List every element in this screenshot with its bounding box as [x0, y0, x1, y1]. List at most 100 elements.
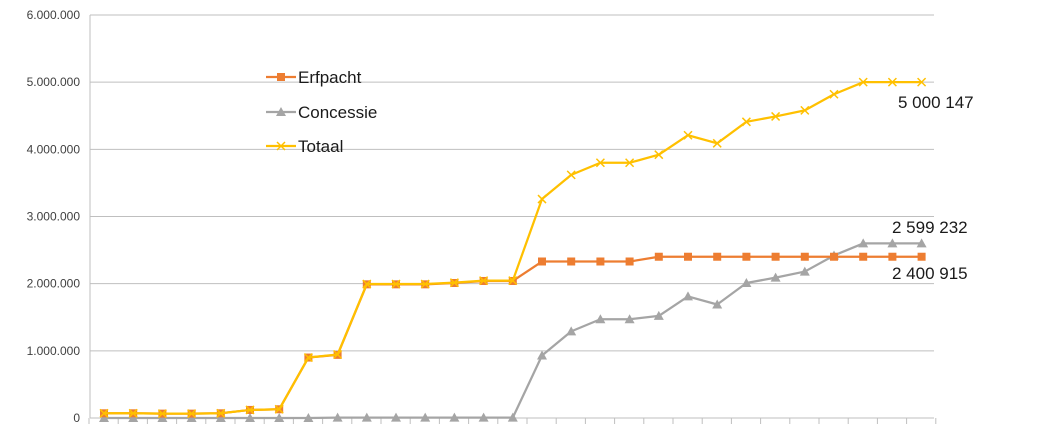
series-line	[104, 242, 922, 420]
legend: Erfpacht Concessie Totaal	[266, 68, 377, 156]
marker-x-stroke	[99, 408, 109, 418]
marker-x	[654, 150, 664, 160]
marker-x-stroke	[741, 117, 751, 127]
marker-triangle	[478, 412, 489, 422]
marker-x-stroke	[771, 111, 781, 121]
marker-triangle	[741, 277, 752, 287]
marker-x	[479, 276, 489, 286]
marker-x-stroke	[245, 405, 255, 415]
marker-x-stroke	[391, 279, 401, 289]
marker-x	[771, 111, 781, 121]
marker-triangle	[128, 413, 139, 422]
marker-x-stroke	[420, 279, 430, 289]
marker-square	[713, 252, 722, 261]
marker-triangle	[653, 310, 664, 320]
marker-x-stroke	[449, 278, 459, 288]
annotations: 5 000 147 2 599 232 2 400 915	[892, 93, 974, 283]
marker-square	[596, 257, 605, 266]
marker-x-stroke	[508, 276, 518, 286]
marker-x-stroke	[887, 77, 897, 87]
legend-item-concessie: Concessie	[266, 103, 377, 122]
y-tick-label: 0	[73, 411, 80, 425]
marker-x-stroke	[537, 194, 547, 204]
marker-triangle	[420, 412, 431, 422]
marker-x	[887, 77, 897, 87]
marker-x	[800, 105, 810, 115]
marker-x	[99, 408, 109, 418]
marker-square	[654, 252, 663, 261]
marker-x-stroke	[829, 89, 839, 99]
marker-x	[449, 278, 459, 288]
marker-x	[712, 138, 722, 148]
marker-square	[684, 252, 692, 261]
marker-triangle	[887, 238, 898, 248]
plot-area	[99, 77, 927, 422]
marker-square	[625, 257, 634, 266]
marker-x	[508, 276, 518, 286]
legend-label: Concessie	[298, 103, 377, 122]
marker-x-stroke	[216, 408, 226, 418]
marker-triangle	[916, 238, 927, 248]
y-tick-label: 3.000.000	[27, 210, 81, 224]
marker-x	[362, 279, 372, 289]
marker-triangle	[274, 413, 285, 422]
marker-x-stroke	[595, 158, 605, 168]
marker-triangle	[712, 299, 723, 309]
marker-triangle	[276, 107, 286, 116]
marker-triangle	[537, 350, 547, 360]
series-concessie	[99, 238, 927, 422]
marker-x	[625, 158, 635, 168]
marker-x	[391, 279, 401, 289]
marker-triangle	[858, 238, 869, 248]
marker-x-stroke	[128, 408, 138, 418]
marker-triangle	[391, 412, 401, 422]
marker-x	[333, 349, 343, 360]
marker-x-stroke	[858, 77, 868, 87]
marker-x	[245, 405, 255, 415]
marker-triangle	[332, 412, 343, 422]
marker-triangle	[624, 314, 635, 324]
legend-item-erfpacht: Erfpacht	[266, 68, 362, 87]
marker-x	[829, 89, 839, 99]
marker-triangle	[449, 412, 460, 422]
legend-item-totaal: Totaal	[266, 137, 343, 156]
marker-square	[859, 252, 868, 261]
marker-x-stroke	[276, 141, 286, 151]
marker-x	[566, 170, 576, 180]
marker-triangle	[799, 266, 810, 276]
marker-x	[917, 77, 927, 87]
marker-x-stroke	[654, 150, 664, 160]
marker-x-stroke	[157, 409, 167, 419]
marker-triangle	[245, 413, 255, 422]
y-tick-label: 1.000.000	[27, 344, 81, 358]
marker-square	[800, 252, 809, 261]
y-axis: 0 1.000.000 2.000.000 3.000.000 4.000.000 5.0…	[27, 8, 91, 425]
marker-triangle	[595, 314, 606, 324]
marker-triangle	[770, 272, 781, 282]
marker-triangle	[566, 326, 577, 336]
annotation-erfpacht: 2 400 915	[892, 264, 968, 283]
marker-x-stroke	[274, 404, 284, 414]
y-tick-label: 2.000.000	[27, 277, 81, 291]
marker-x	[741, 117, 751, 127]
marker-square	[830, 252, 838, 261]
marker-triangle	[507, 412, 518, 422]
marker-x-stroke	[625, 158, 635, 168]
marker-triangle	[215, 413, 226, 422]
y-tick-label: 6.000.000	[27, 8, 81, 22]
legend-label: Erfpacht	[298, 68, 362, 87]
marker-triangle	[683, 291, 693, 301]
marker-x	[303, 353, 313, 363]
marker-x	[216, 408, 226, 418]
marker-square	[538, 257, 546, 266]
marker-x	[683, 130, 693, 140]
marker-square	[888, 252, 897, 261]
marker-x-stroke	[362, 279, 372, 289]
marker-x	[157, 409, 167, 419]
marker-x	[595, 158, 605, 168]
marker-x-stroke	[479, 276, 489, 286]
marker-x-stroke	[566, 170, 576, 180]
marker-square	[917, 252, 926, 261]
marker-square	[742, 252, 751, 261]
